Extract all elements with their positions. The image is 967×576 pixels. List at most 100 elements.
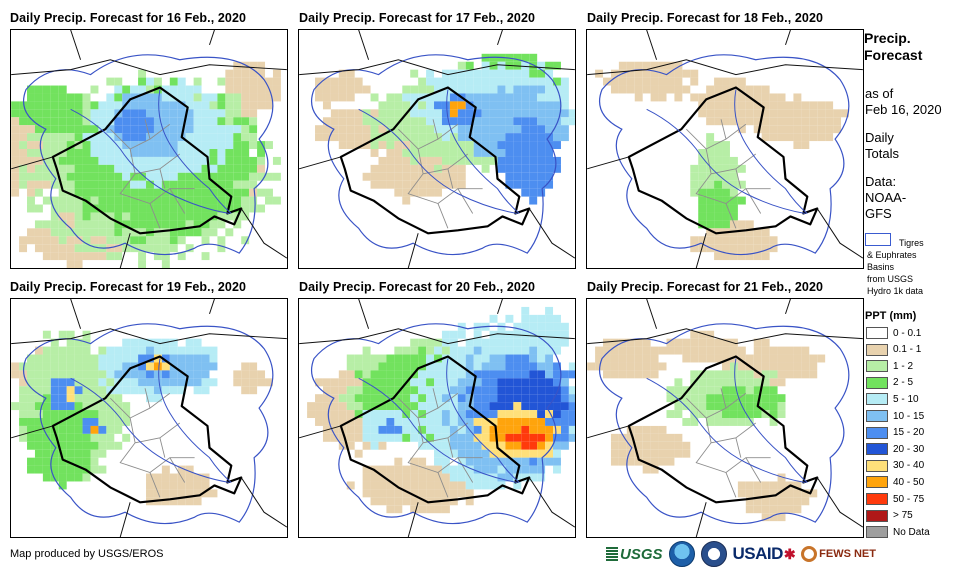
ppt-legend-row: 5 - 10 bbox=[866, 392, 919, 406]
country-borders bbox=[11, 299, 287, 537]
ppt-swatch bbox=[866, 443, 888, 456]
ppt-legend-row: 1 - 2 bbox=[866, 359, 913, 373]
province-boundaries bbox=[686, 119, 771, 229]
ppt-legend-title: PPT (mm) bbox=[865, 310, 917, 322]
precip-grid bbox=[307, 306, 575, 514]
ppt-label: 0 - 0.1 bbox=[893, 327, 922, 339]
ppt-swatch bbox=[866, 509, 888, 522]
country-borders bbox=[587, 299, 863, 537]
usaid-logo: USAID ✱ bbox=[732, 544, 796, 563]
panel-title-4: Daily Precip. Forecast for 19 Feb., 2020 bbox=[10, 280, 247, 294]
ppt-swatch bbox=[866, 360, 888, 373]
ppt-label: 40 - 50 bbox=[893, 476, 925, 488]
iraq-boundary bbox=[627, 355, 819, 504]
province-boundaries bbox=[110, 119, 195, 229]
ppt-swatch bbox=[866, 426, 888, 439]
ppt-label: 50 - 75 bbox=[893, 493, 925, 505]
map-panel-3 bbox=[586, 29, 864, 269]
legend-title: Precip. Forecast bbox=[864, 30, 923, 63]
ppt-swatch bbox=[866, 343, 888, 356]
precip-grid bbox=[315, 53, 575, 205]
basin-outline bbox=[310, 54, 562, 256]
country-borders bbox=[299, 30, 575, 268]
map-credit: Map produced by USGS/EROS bbox=[10, 548, 164, 560]
logo-strip: USGS USAID ✱ FEWS NET bbox=[606, 540, 876, 568]
map-panel-6 bbox=[586, 298, 864, 538]
map-canvas bbox=[11, 299, 287, 537]
ppt-legend-row: 10 - 15 bbox=[866, 409, 924, 423]
ppt-legend-row: No Data bbox=[866, 525, 930, 539]
ppt-swatch bbox=[866, 493, 888, 505]
ppt-label: 5 - 10 bbox=[893, 393, 919, 405]
ppt-legend-row: > 75 bbox=[866, 509, 913, 523]
basin-outline bbox=[310, 323, 562, 525]
ppt-legend-row: 50 - 75 bbox=[866, 492, 924, 506]
panel-title-1: Daily Precip. Forecast for 16 Feb., 2020 bbox=[10, 11, 247, 25]
ppt-label: 20 - 30 bbox=[893, 443, 925, 455]
ppt-swatch bbox=[866, 476, 888, 489]
ppt-legend-row: 2 - 5 bbox=[866, 376, 913, 390]
legend-as-of: as of Feb 16, 2020 bbox=[865, 86, 942, 117]
ppt-legend-row: 0 - 0.1 bbox=[866, 326, 921, 340]
map-panel-1 bbox=[10, 29, 288, 269]
panel-title-3: Daily Precip. Forecast for 18 Feb., 2020 bbox=[587, 11, 824, 25]
country-borders bbox=[299, 299, 575, 537]
ppt-swatch bbox=[866, 376, 888, 389]
ppt-swatch bbox=[866, 410, 888, 422]
seal-logo bbox=[700, 541, 727, 567]
ppt-label: No Data bbox=[893, 526, 930, 538]
ppt-label: 30 - 40 bbox=[893, 460, 925, 472]
precip-grid bbox=[11, 61, 281, 268]
iraq-boundary bbox=[339, 355, 531, 504]
map-panel-2 bbox=[298, 29, 576, 269]
rivers bbox=[646, 358, 808, 483]
noaa-logo bbox=[668, 541, 695, 567]
basin-swatch bbox=[865, 233, 891, 246]
usgs-logo: USGS bbox=[606, 546, 663, 563]
map-canvas bbox=[11, 30, 287, 268]
precip-grid bbox=[595, 61, 849, 261]
country-borders bbox=[11, 30, 287, 268]
rivers bbox=[358, 358, 520, 483]
map-panel-5 bbox=[298, 298, 576, 538]
ppt-label: 2 - 5 bbox=[893, 377, 914, 389]
ppt-legend-row: 0.1 - 1 bbox=[866, 343, 921, 357]
province-boundaries bbox=[686, 388, 771, 498]
ppt-label: > 75 bbox=[893, 510, 913, 522]
rivers bbox=[358, 89, 520, 214]
ppt-swatch bbox=[866, 393, 888, 406]
ppt-label: 10 - 15 bbox=[893, 410, 925, 422]
legend-daily-totals: Daily Totals bbox=[865, 130, 899, 161]
ppt-legend-row: 20 - 30 bbox=[866, 442, 924, 456]
ppt-label: 1 - 2 bbox=[893, 360, 914, 372]
country-borders bbox=[587, 30, 863, 268]
panel-title-5: Daily Precip. Forecast for 20 Feb., 2020 bbox=[299, 280, 536, 294]
basin-outline bbox=[22, 54, 274, 256]
ppt-swatch bbox=[866, 526, 888, 539]
fews-net-logo: FEWS NET bbox=[801, 546, 876, 562]
map-canvas bbox=[299, 299, 575, 537]
rivers bbox=[70, 89, 232, 214]
province-boundaries bbox=[398, 388, 483, 498]
ppt-label: 15 - 20 bbox=[893, 427, 925, 439]
province-boundaries bbox=[398, 119, 483, 229]
ppt-swatch bbox=[866, 327, 888, 339]
map-canvas bbox=[299, 30, 575, 268]
iraq-boundary bbox=[339, 86, 531, 235]
map-canvas bbox=[587, 30, 863, 268]
legend-basin-desc: & Euphrates Basins from USGS Hydro 1k da… bbox=[867, 250, 924, 296]
legend-basin-line1: Tigres bbox=[899, 238, 924, 248]
province-boundaries bbox=[110, 388, 195, 498]
ppt-swatch bbox=[866, 459, 888, 472]
ppt-label: 0.1 - 1 bbox=[893, 344, 922, 356]
legend-data-source: Data: NOAA- GFS bbox=[865, 174, 907, 221]
iraq-boundary bbox=[627, 86, 819, 235]
panel-title-6: Daily Precip. Forecast for 21 Feb., 2020 bbox=[587, 280, 824, 294]
precip-grid bbox=[587, 330, 826, 522]
ppt-legend-row: 30 - 40 bbox=[866, 459, 924, 473]
rivers bbox=[70, 358, 232, 483]
ppt-legend-row: 40 - 50 bbox=[866, 475, 924, 489]
basin-outline bbox=[22, 323, 274, 525]
basin-outline bbox=[598, 323, 850, 525]
basin-outline bbox=[598, 54, 850, 256]
